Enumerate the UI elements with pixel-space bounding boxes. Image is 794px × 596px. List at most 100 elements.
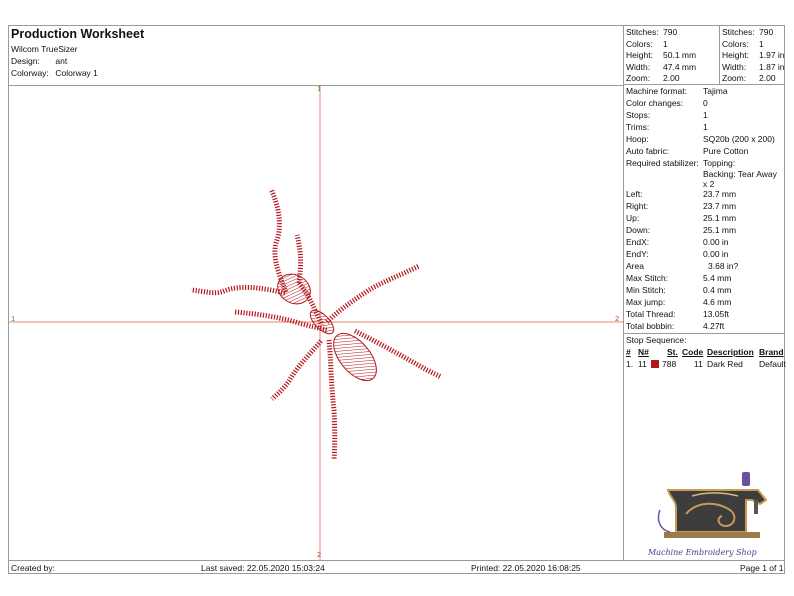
seq-header-st: St. xyxy=(667,347,678,357)
ant-head xyxy=(277,273,311,305)
last-saved: Last saved: 22.05.2020 15:03:24 xyxy=(201,563,325,573)
seq-header-description: Description xyxy=(707,347,754,357)
seq-description: Dark Red xyxy=(707,359,743,369)
info-value: 25.1 mm xyxy=(703,213,737,223)
thread-color-swatch xyxy=(651,360,659,368)
info-value: Topping: xyxy=(703,158,736,168)
info-key: Min Stitch: xyxy=(626,285,666,295)
info-key: Hoop: xyxy=(626,134,649,144)
seq-brand: Default xyxy=(759,359,786,369)
info-value: 4.27ft xyxy=(703,321,725,331)
ant-thorax xyxy=(309,309,335,335)
info-key: Color changes: xyxy=(626,98,684,108)
stats-metric: Stitches: 790 Colors: 1 Height: 50.1 mm Wid… xyxy=(623,26,719,85)
page-title: Production Worksheet xyxy=(11,27,145,41)
info-key: Left: xyxy=(626,189,643,199)
stat-row: Stitches: 790 xyxy=(626,27,677,37)
stat-value: 1.97 in xyxy=(759,50,785,60)
sewing-machine-icon xyxy=(657,472,768,538)
stat-row: Colors: 1 xyxy=(626,39,668,49)
info-panel: Machine format: Tajima Color changes: 0 St… xyxy=(623,85,786,560)
colorway-label: Colorway: xyxy=(11,68,49,78)
stat-value: 50.1 mm xyxy=(663,50,697,60)
stat-row: Colors: 1 xyxy=(722,39,764,49)
info-value: 23.7 mm xyxy=(703,201,737,211)
axis-left-label: 1 xyxy=(11,314,16,323)
stat-row: Width: 47.4 mm xyxy=(626,62,696,72)
info-value: 0 xyxy=(703,98,708,108)
stat-key: Height: xyxy=(722,50,749,60)
info-key: Auto fabric: xyxy=(626,146,669,156)
info-value: 5.4 mm xyxy=(703,273,732,283)
info-key: Trims: xyxy=(626,122,650,132)
info-value: Backing: Tear Away xyxy=(703,169,777,179)
info-value: 0.00 in xyxy=(703,249,729,259)
printed-date: Printed: 22.05.2020 16:08:25 xyxy=(471,563,581,573)
stat-row: Height: 50.1 mm xyxy=(626,50,696,60)
info-key: Machine format: xyxy=(626,86,687,96)
leg-left-mid xyxy=(234,309,328,333)
ant-abdomen xyxy=(333,332,377,382)
seq-header-brand: Brand xyxy=(759,347,784,357)
stat-key: Colors: xyxy=(722,39,749,49)
seq-header-num: # xyxy=(626,347,631,357)
info-value: 0.00 in xyxy=(703,237,729,247)
leg-right-upper xyxy=(325,263,421,324)
stat-row: Stitches: 790 xyxy=(722,27,773,37)
stat-key: Zoom: xyxy=(722,73,747,83)
axis-top-label: 1 xyxy=(317,84,322,93)
stat-row: Zoom: 2.00 xyxy=(722,73,776,83)
info-value: 3.68 in? xyxy=(708,261,739,271)
worksheet: Production Worksheet Wilcom TrueSizer De… xyxy=(8,25,786,575)
stat-key: Zoom: xyxy=(626,73,651,83)
design-preview xyxy=(9,85,623,560)
stat-value: 790 xyxy=(759,27,774,37)
seq-st: 788 xyxy=(662,359,677,369)
colorway-row: Colorway: Colorway 1 xyxy=(11,68,98,78)
stat-value: 1 xyxy=(759,39,764,49)
axis-right-label: 2 xyxy=(615,314,620,323)
page-number: Page 1 of 1 xyxy=(740,563,784,573)
stat-key: Width: xyxy=(722,62,747,72)
info-key: Required stabilizer: xyxy=(626,158,699,168)
info-value: 4.6 mm xyxy=(703,297,732,307)
stat-key: Colors: xyxy=(626,39,653,49)
info-value: 25.1 mm xyxy=(703,225,737,235)
info-key: Total bobbin: xyxy=(626,321,675,331)
info-value: 13.05ft xyxy=(703,309,729,319)
seq-header-n: N# xyxy=(638,347,649,357)
info-value: 0.4 mm xyxy=(703,285,732,295)
logo-text: Machine Embroidery Shop xyxy=(648,548,757,557)
stat-value: 790 xyxy=(663,27,678,37)
stat-key: Height: xyxy=(626,50,653,60)
footer: Created by: Last saved: 22.05.2020 15:03… xyxy=(9,560,784,575)
info-value: Pure Cotton xyxy=(703,146,749,156)
info-value: 1 xyxy=(703,122,708,132)
info-key: EndX: xyxy=(626,237,650,247)
design-value: ant xyxy=(55,56,68,66)
stat-value: 47.4 mm xyxy=(663,62,697,72)
design-row: Design: ant xyxy=(11,56,67,66)
stat-key: Width: xyxy=(626,62,651,72)
info-key: Up: xyxy=(626,213,640,223)
info-key: Max jump: xyxy=(626,297,666,307)
info-key: Area xyxy=(626,261,644,271)
leg-left-lower xyxy=(270,339,323,401)
stat-value: 2.00 xyxy=(759,73,776,83)
axis-bottom-label: 2 xyxy=(317,550,322,559)
info-value: x 2 xyxy=(703,179,715,189)
info-value: 1 xyxy=(703,110,708,120)
seq-n: 11 xyxy=(638,359,647,369)
info-key: Right: xyxy=(626,201,649,211)
info-value: Tajima xyxy=(703,86,728,96)
design-canvas: 1 1 2 2 xyxy=(9,84,623,560)
antenna-right xyxy=(294,234,304,284)
info-value: SQ20b (200 x 200) xyxy=(703,134,775,144)
leg-rear xyxy=(326,339,338,461)
info-value: 23.7 mm xyxy=(703,189,737,199)
seq-header-code: Code xyxy=(682,347,704,357)
shop-logo: Machine Embroidery Shop xyxy=(646,470,776,565)
stats-imperial: Stitches: 790 Colors: 1 Height: 1.97 in Wid… xyxy=(719,26,785,85)
stat-row: Zoom: 2.00 xyxy=(626,73,680,83)
stat-key: Stitches: xyxy=(722,27,755,37)
